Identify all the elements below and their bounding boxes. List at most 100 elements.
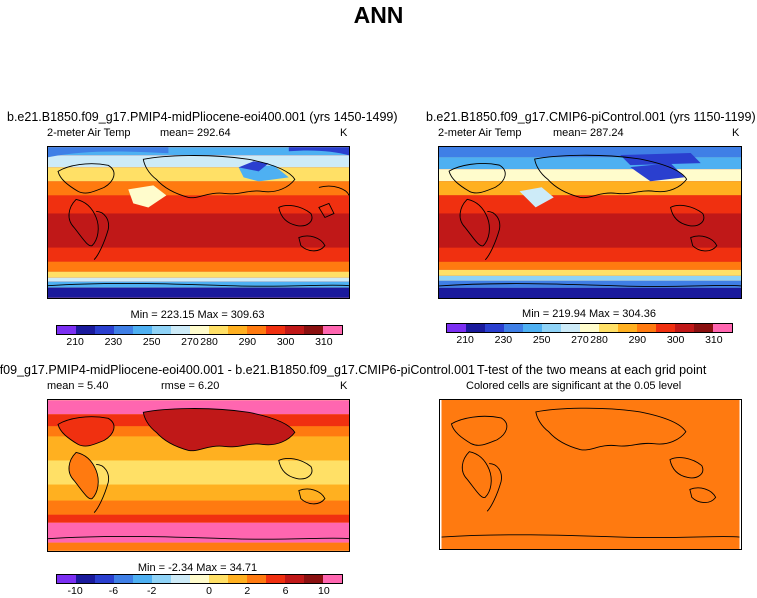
- panel-1-map: [47, 146, 350, 299]
- panel-3-minmax: Min = -2.34 Max = 34.71: [137, 562, 258, 574]
- colorbar-swatch: [266, 575, 285, 583]
- colorbar-swatch: [713, 324, 732, 332]
- panel-3-mean: mean = 5.40: [47, 380, 109, 392]
- colorbar-tick-label: 250: [142, 336, 161, 348]
- colorbar-swatch: [133, 326, 152, 334]
- colorbar-swatch: [599, 324, 618, 332]
- panel-3-units: K: [340, 380, 348, 392]
- colorbar-swatch: [542, 324, 561, 332]
- colorbar-tick-label: 280: [590, 334, 608, 346]
- colorbar-tick-label: 270: [571, 334, 589, 346]
- colorbar-swatch: [228, 326, 247, 334]
- colorbar-swatch: [447, 324, 466, 332]
- colorbar-tick-label: 270: [181, 336, 199, 348]
- colorbar-tick-label: 300: [276, 336, 295, 348]
- panel-2-colorbar: [446, 323, 733, 333]
- colorbar-tick-label: -10: [67, 585, 83, 597]
- panel-2-variable: 2-meter Air Temp: [438, 127, 522, 139]
- panel-1-variable: 2-meter Air Temp: [47, 127, 131, 139]
- panel-2-title: b.e21.B1850.f09_g17.CMIP6-piControl.001 …: [426, 110, 756, 124]
- colorbar-swatch: [95, 575, 114, 583]
- colorbar-swatch: [561, 324, 580, 332]
- panel-2-units: K: [732, 127, 740, 139]
- colorbar-swatch: [76, 326, 95, 334]
- panel-4-map: [439, 399, 742, 550]
- colorbar-swatch: [76, 575, 95, 583]
- colorbar-tick-label: -2: [146, 585, 157, 597]
- colorbar-tick-label: 310: [315, 336, 333, 348]
- colorbar-swatch: [152, 575, 171, 583]
- colorbar-tick-label: 210: [66, 336, 84, 348]
- colorbar-swatch: [228, 575, 247, 583]
- colorbar-swatch: [114, 326, 133, 334]
- colorbar-tick-label: 250: [532, 334, 551, 346]
- colorbar-tick-label: 230: [494, 334, 513, 346]
- panel-1-units: K: [340, 127, 348, 139]
- panel-3-title-text: f09_g17.PMIP4-midPliocene-eoi400.001 - b…: [0, 363, 475, 377]
- colorbar-tick-label: 230: [104, 336, 123, 348]
- panel-2-mean: mean= 287.24: [553, 127, 624, 139]
- colorbar-swatch: [523, 324, 542, 332]
- panel-4-significance-field: [441, 400, 740, 549]
- colorbar-tick-label: 2: [244, 585, 251, 597]
- colorbar-swatch: [485, 324, 504, 332]
- colorbar-swatch: [57, 326, 76, 334]
- colorbar-swatch: [209, 575, 228, 583]
- colorbar-swatch: [323, 575, 342, 583]
- colorbar-swatch: [266, 326, 285, 334]
- colorbar-swatch: [152, 326, 171, 334]
- colorbar-swatch: [323, 326, 342, 334]
- colorbar-tick-label: 290: [628, 334, 647, 346]
- colorbar-tick-label: 300: [666, 334, 685, 346]
- panel-1-mean: mean= 292.64: [160, 127, 231, 139]
- colorbar-tick-label: -6: [108, 585, 119, 597]
- colorbar-swatch: [504, 324, 523, 332]
- panel-1-minmax: Min = 223.15 Max = 309.63: [130, 309, 265, 321]
- panel-2-temperature-field: [439, 147, 741, 298]
- panel-3-map: [47, 399, 350, 552]
- panel-2-map: [438, 146, 742, 299]
- colorbar-tick-label: 0: [206, 585, 212, 597]
- colorbar-swatch: [656, 324, 675, 332]
- colorbar-swatch: [618, 324, 637, 332]
- colorbar-swatch: [466, 324, 485, 332]
- colorbar-tick-label: 290: [238, 336, 257, 348]
- panel-1-colorbar-ticks: 210 230 250 270 280 290 300 310: [56, 336, 343, 348]
- panel-3-difference-field: [48, 400, 349, 551]
- colorbar-swatch: [694, 324, 713, 332]
- colorbar-swatch: [190, 326, 209, 334]
- colorbar-swatch: [637, 324, 656, 332]
- panel-3-colorbar-ticks: -10 -6 -2 0 2 6 10: [56, 585, 343, 597]
- colorbar-swatch: [95, 326, 114, 334]
- panel-3-title: f09_g17.PMIP4-midPliocene-eoi400.001 - b…: [0, 363, 475, 377]
- colorbar-swatch: [675, 324, 694, 332]
- colorbar-swatch: [190, 575, 209, 583]
- colorbar-swatch: [285, 575, 304, 583]
- colorbar-swatch: [209, 326, 228, 334]
- colorbar-swatch: [114, 575, 133, 583]
- colorbar-swatch: [304, 326, 323, 334]
- colorbar-swatch: [171, 575, 190, 583]
- colorbar-tick-label: 210: [456, 334, 474, 346]
- colorbar-swatch: [133, 575, 152, 583]
- panel-1-colorbar: [56, 325, 343, 335]
- colorbar-tick-label: 280: [200, 336, 218, 348]
- panel-4-title: T-test of the two means at each grid poi…: [477, 363, 707, 377]
- panel-3-colorbar: [56, 574, 343, 584]
- colorbar-swatch: [247, 326, 266, 334]
- panel-2-colorbar-ticks: 210 230 250 270 280 290 300 310: [446, 334, 733, 346]
- colorbar-tick-label: 310: [705, 334, 723, 346]
- colorbar-swatch: [57, 575, 76, 583]
- colorbar-swatch: [285, 326, 304, 334]
- colorbar-tick-label: 10: [318, 585, 330, 597]
- page-title: ANN: [353, 2, 404, 28]
- colorbar-swatch: [247, 575, 266, 583]
- panel-4-subtitle: Colored cells are significant at the 0.0…: [466, 380, 682, 392]
- panel-2-minmax: Min = 219.94 Max = 304.36: [522, 308, 656, 320]
- colorbar-tick-label: 6: [282, 585, 289, 597]
- panel-1-title: b.e21.B1850.f09_g17.PMIP4-midPliocene-eo…: [7, 110, 398, 124]
- colorbar-swatch: [580, 324, 599, 332]
- colorbar-swatch: [171, 326, 190, 334]
- colorbar-swatch: [304, 575, 323, 583]
- panel-3-rmse: rmse = 6.20: [161, 380, 220, 392]
